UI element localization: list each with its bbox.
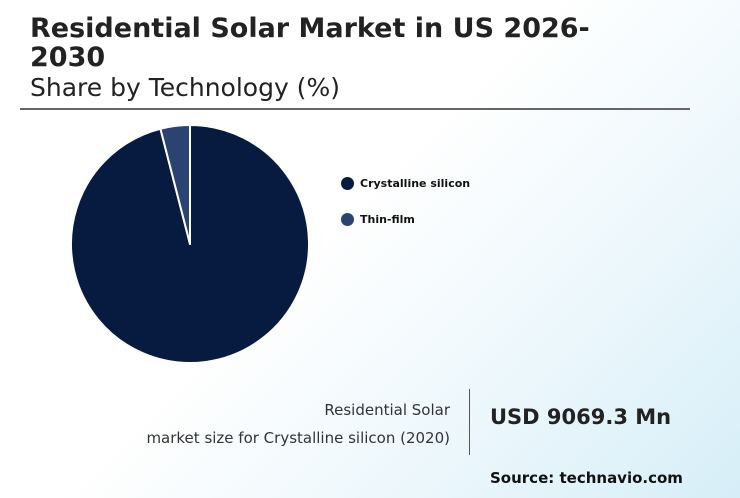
source-credit: Source: technavio.com xyxy=(490,469,683,487)
pie-slice-thin-film xyxy=(159,124,191,245)
chart-subtitle: Share by Technology (%) xyxy=(30,73,340,102)
stat-divider xyxy=(469,389,470,455)
legend-label-thin-film: Thin-film xyxy=(360,212,415,226)
legend-label-crystalline-silicon: Crystalline silicon xyxy=(360,176,471,190)
legend-swatch-thin-film xyxy=(341,212,354,226)
title-divider xyxy=(20,108,690,110)
legend-item-crystalline-silicon: Crystalline silicon xyxy=(341,174,470,192)
legend-item-thin-film: Thin-film xyxy=(341,210,470,228)
stat-label-line1: Residential Solar xyxy=(324,401,450,419)
chart-legend: Crystalline silicon Thin-film xyxy=(341,174,470,246)
legend-swatch-crystalline-silicon xyxy=(341,176,354,190)
chart-title: Residential Solar Market in US 2026-2030 xyxy=(30,13,590,73)
stat-label-line2: market size for Crystalline silicon (202… xyxy=(146,429,450,447)
pie-chart xyxy=(70,124,310,364)
stat-value: USD 9069.3 Mn xyxy=(490,405,672,429)
